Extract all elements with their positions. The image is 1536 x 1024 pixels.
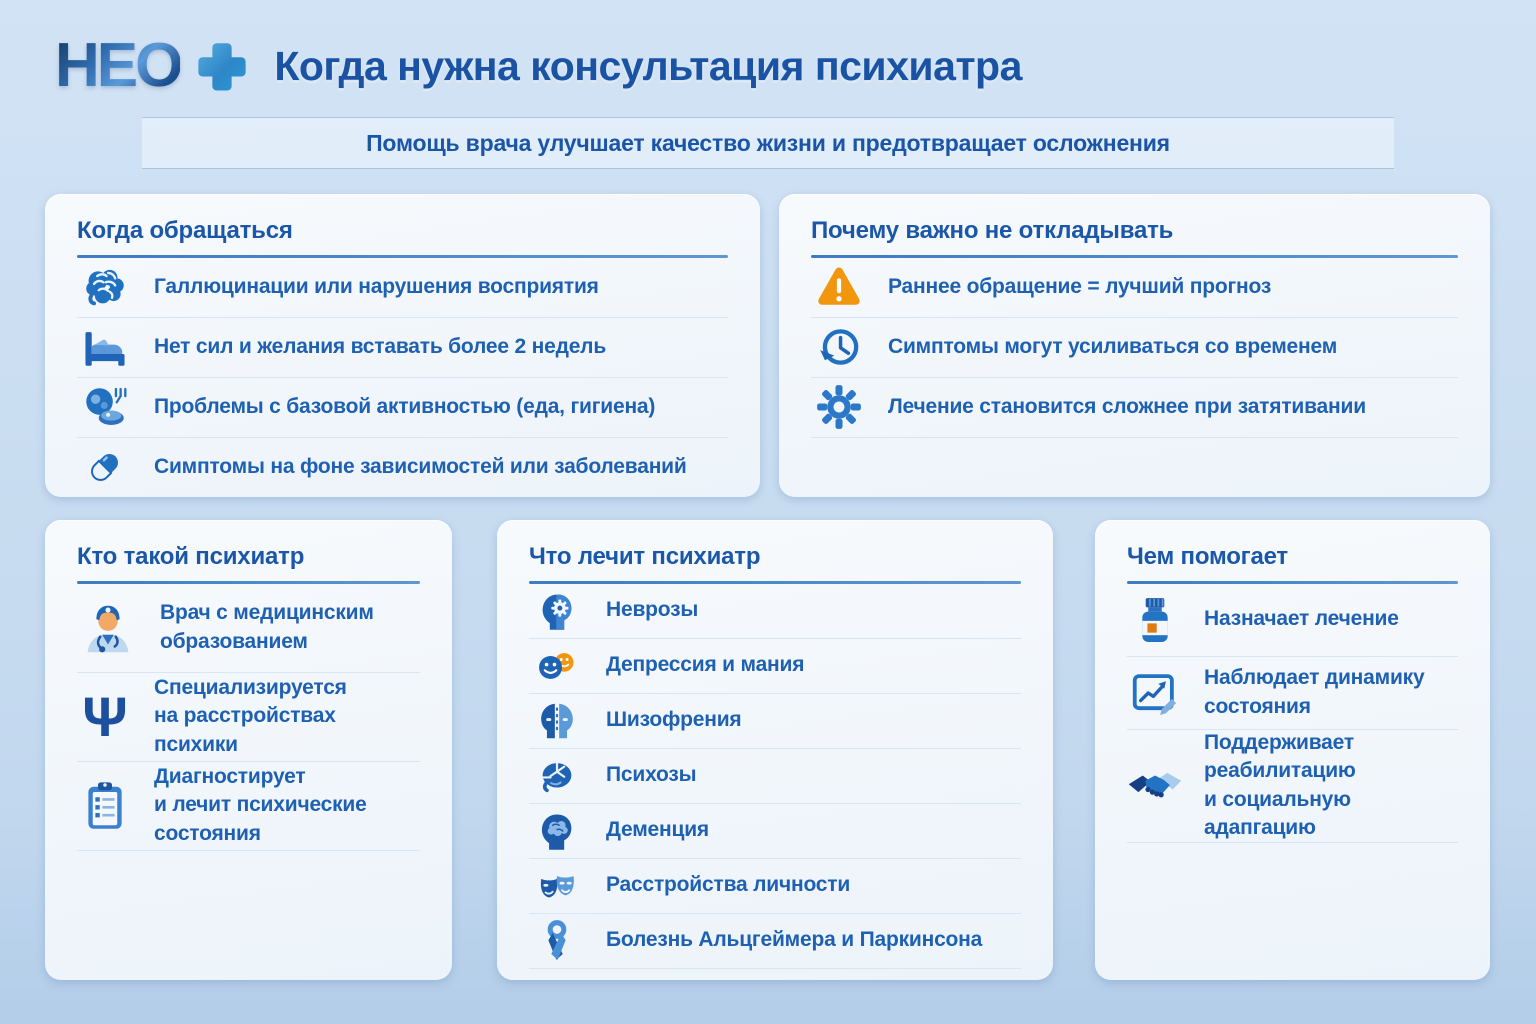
clipboard-icon <box>77 778 133 834</box>
card-title: Чем помогает <box>1127 543 1288 570</box>
list-item: Шизофрения <box>529 694 1021 749</box>
head-gear-icon <box>529 588 585 634</box>
item-text: Симптомы могут усиливаться со временем <box>888 334 1338 358</box>
head-brain-icon <box>529 808 585 854</box>
card-title: Когда обращаться <box>77 217 293 244</box>
list-item: Галлюцинации или нарушения восприятия <box>77 258 728 318</box>
item-text: Депрессия и мания <box>606 653 805 677</box>
neo-logo: НЕО <box>55 31 183 100</box>
logo-plus-icon <box>198 43 246 91</box>
card-title: Кто такой психиатр <box>77 543 305 570</box>
psi-symbol-icon: Ψ <box>82 684 128 748</box>
item-text: Болезнь Альцгеймера и Паркинсона <box>606 928 983 952</box>
gear-icon <box>811 382 867 432</box>
medicine-bottle-icon <box>1127 593 1183 647</box>
list-item: Деменция <box>529 804 1021 859</box>
list-item: Наблюдает динамику состояния <box>1127 657 1458 730</box>
item-text: Нет сил и желания вставать более 2 недел… <box>154 334 607 358</box>
title-rule <box>811 255 1458 258</box>
card-title: Что лечит психиатр <box>529 543 761 570</box>
card-why-not-delay: Почему важно не откладывать Раннее обращ… <box>779 194 1490 497</box>
title-rule <box>529 581 1021 584</box>
ribbon-icon <box>529 918 585 964</box>
item-text: Галлюцинации или нарушения восприятия <box>154 274 599 298</box>
item-text: Раннее обращение = лучший прогноз <box>888 274 1272 298</box>
list-item: Нет сил и желания вставать более 2 недел… <box>77 318 728 378</box>
list-item: Назначает лечение <box>1127 584 1458 657</box>
list-item: Депрессия и мания <box>529 639 1021 694</box>
item-text: Деменция <box>606 818 709 842</box>
list-item: Лечение становится сложнее при затятиван… <box>811 378 1458 438</box>
card-how-helps: Чем помогает Назначает лечение <box>1095 520 1490 980</box>
card-what-psychiatrist-treats: Что лечит психиатр <box>497 520 1053 980</box>
list-item: Проблемы с базовой активностью (еда, гиг… <box>77 378 728 438</box>
card-when-to-seek-help: Когда обращаться Галлюцинации или наруше… <box>45 194 760 497</box>
food-icon <box>77 382 133 432</box>
item-text: Поддерживает реабилитацию и социальную а… <box>1204 730 1356 839</box>
item-text: Проблемы с базовой активностью (еда, гиг… <box>154 394 656 418</box>
masks-icon <box>529 863 585 909</box>
subtitle-band: Помощь врача улучшает качество жизни и п… <box>142 117 1394 169</box>
list-item: Расстройства личности <box>529 859 1021 914</box>
doctor-icon <box>77 597 139 659</box>
brain-crack-icon <box>529 753 585 799</box>
clock-history-icon <box>811 322 867 372</box>
pill-icon <box>77 442 133 492</box>
item-text: Лечение становится сложнее при затятиван… <box>888 394 1366 418</box>
brain-icon <box>77 262 133 312</box>
item-text: Психозы <box>606 763 697 787</box>
list-item: Болезнь Альцгеймера и Паркинсона <box>529 914 1021 969</box>
list-item: Диагностирует и лечит психические состоя… <box>77 762 420 851</box>
chart-icon <box>1127 666 1183 720</box>
warning-icon <box>811 262 867 312</box>
item-text: Шизофрения <box>606 708 742 732</box>
page-subtitle: Помощь врача улучшает качество жизни и п… <box>366 129 1170 156</box>
bed-icon <box>77 322 133 372</box>
list-item: Неврозы <box>529 584 1021 639</box>
header: НЕО Когда нужна консультация психиатра <box>55 28 1022 104</box>
page-title: Когда нужна консультация психиатра <box>274 42 1022 89</box>
item-text: Специализируется на расстройствах психик… <box>154 675 347 756</box>
list-item: Врач с медицинским образованием <box>77 584 420 673</box>
list-item: Симптомы на фоне зависимостей или заболе… <box>77 438 728 497</box>
item-text: Наблюдает динамику состояния <box>1204 666 1425 718</box>
title-rule <box>77 581 420 584</box>
split-head-icon <box>529 698 585 744</box>
item-text: Неврозы <box>606 598 699 622</box>
title-rule <box>77 255 728 258</box>
list-item: Поддерживает реабилитацию и социальную а… <box>1127 730 1458 843</box>
list-item: Раннее обращение = лучший прогноз <box>811 258 1458 318</box>
list-item: Ψ Специализируется на расстройствах псих… <box>77 673 420 762</box>
title-rule <box>1127 581 1458 584</box>
card-who-is-psychiatrist: Кто такой психиатр Врач с медицинским об… <box>45 520 452 980</box>
handshake-icon <box>1127 758 1183 814</box>
item-text: Симптомы на фоне зависимостей или заболе… <box>154 454 687 478</box>
item-text: Назначает лечение <box>1204 607 1399 631</box>
list-item: Психозы <box>529 749 1021 804</box>
item-text: Врач с медицинским образованием <box>160 601 374 653</box>
faces-icon <box>529 643 585 689</box>
item-text: Расстройства личности <box>606 873 851 897</box>
item-text: Диагностирует и лечит психические состоя… <box>154 764 367 845</box>
list-item: Симптомы могут усиливаться со временем <box>811 318 1458 378</box>
card-title: Почему важно не откладывать <box>811 217 1174 244</box>
